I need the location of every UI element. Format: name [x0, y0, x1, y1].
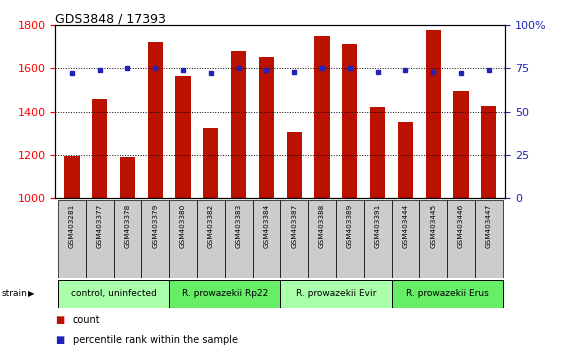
- Text: GSM403447: GSM403447: [486, 204, 492, 248]
- Text: GDS3848 / 17393: GDS3848 / 17393: [55, 12, 166, 25]
- Text: control, uninfected: control, uninfected: [71, 289, 156, 298]
- Bar: [120, 157, 135, 198]
- Text: GSM403444: GSM403444: [403, 204, 408, 248]
- Text: GSM403446: GSM403446: [458, 204, 464, 248]
- Text: GSM403377: GSM403377: [96, 204, 103, 248]
- Text: R. prowazekii Evir: R. prowazekii Evir: [296, 289, 376, 298]
- Text: GSM403384: GSM403384: [263, 204, 270, 248]
- Text: GSM403383: GSM403383: [236, 204, 242, 248]
- Text: ▶: ▶: [28, 289, 34, 298]
- Text: R. prowazekii Erus: R. prowazekii Erus: [406, 289, 489, 298]
- Text: GSM403389: GSM403389: [347, 204, 353, 248]
- Bar: [475, 200, 503, 278]
- Text: ■: ■: [55, 315, 64, 325]
- Bar: [398, 122, 413, 198]
- Bar: [280, 280, 392, 308]
- Text: GSM403388: GSM403388: [319, 204, 325, 248]
- Bar: [392, 200, 419, 278]
- Text: ■: ■: [55, 335, 64, 345]
- Bar: [231, 51, 246, 198]
- Bar: [342, 44, 357, 198]
- Bar: [175, 76, 191, 198]
- Bar: [308, 200, 336, 278]
- Text: GSM403379: GSM403379: [152, 204, 158, 248]
- Text: GSM403387: GSM403387: [291, 204, 297, 248]
- Bar: [86, 200, 113, 278]
- Bar: [280, 200, 308, 278]
- Text: GSM403378: GSM403378: [124, 204, 131, 248]
- Bar: [370, 107, 385, 198]
- Bar: [169, 200, 197, 278]
- Bar: [141, 200, 169, 278]
- Bar: [286, 132, 302, 198]
- Text: GSM403391: GSM403391: [375, 204, 381, 248]
- Text: count: count: [73, 315, 101, 325]
- Bar: [336, 200, 364, 278]
- Bar: [447, 200, 475, 278]
- Bar: [419, 200, 447, 278]
- Bar: [253, 200, 281, 278]
- Bar: [197, 200, 225, 278]
- Text: GSM403281: GSM403281: [69, 204, 75, 248]
- Text: strain: strain: [1, 289, 27, 298]
- Bar: [364, 200, 392, 278]
- Bar: [58, 200, 86, 278]
- Bar: [113, 200, 141, 278]
- Bar: [225, 200, 253, 278]
- Text: GSM403382: GSM403382: [208, 204, 214, 248]
- Bar: [481, 106, 496, 198]
- Text: R. prowazekii Rp22: R. prowazekii Rp22: [182, 289, 268, 298]
- Bar: [259, 57, 274, 198]
- Text: percentile rank within the sample: percentile rank within the sample: [73, 335, 238, 345]
- Text: GSM403380: GSM403380: [180, 204, 186, 248]
- Bar: [314, 36, 329, 198]
- Bar: [392, 280, 503, 308]
- Bar: [169, 280, 280, 308]
- Text: GSM403445: GSM403445: [430, 204, 436, 248]
- Bar: [64, 156, 80, 198]
- Bar: [453, 91, 469, 198]
- Bar: [148, 42, 163, 198]
- Bar: [203, 128, 218, 198]
- Bar: [92, 98, 107, 198]
- Bar: [425, 30, 441, 198]
- Bar: [58, 280, 169, 308]
